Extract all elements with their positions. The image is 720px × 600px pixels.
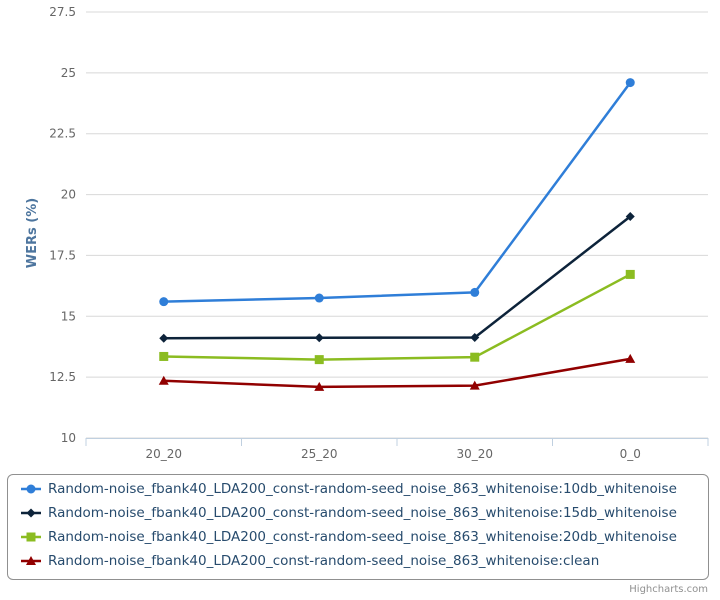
y-tick-label: 17.5	[49, 248, 76, 262]
y-tick-label: 25	[61, 66, 76, 80]
series-2	[159, 211, 635, 343]
legend-item-1[interactable]: Random-noise_fbank40_LDA200_const-random…	[20, 478, 677, 500]
legend-marker[interactable]	[26, 556, 36, 565]
series-line[interactable]	[163, 273, 631, 361]
legend-marker[interactable]	[26, 532, 36, 542]
legend-marker[interactable]	[26, 484, 36, 494]
legend-label: Random-noise_fbank40_LDA200_const-random…	[48, 529, 677, 545]
y-tick-label: 15	[61, 309, 76, 323]
legend-marker[interactable]	[26, 508, 36, 518]
legend-item-2[interactable]: Random-noise_fbank40_LDA200_const-random…	[20, 502, 677, 524]
y-tick-label: 22.5	[49, 127, 76, 141]
data-point-triangle[interactable]	[625, 353, 636, 363]
data-point-triangle[interactable]	[158, 375, 169, 385]
series-line[interactable]	[163, 357, 631, 389]
series-3	[159, 269, 635, 365]
series-4	[158, 353, 636, 391]
x-tick-label: 30_20	[456, 447, 493, 461]
data-point-diamond[interactable]	[314, 333, 324, 343]
y-axis-tick-labels: 10 12.5 15 17.5 20 22.5 25 27.5	[49, 5, 76, 445]
data-point-diamond[interactable]	[470, 332, 480, 342]
x-tick-label: 0_0	[620, 447, 641, 461]
line-chart: 10 12.5 15 17.5 20 22.5 25 27.5 20_20 25_20 30_20…	[25, 5, 709, 461]
y-tick-label: 27.5	[49, 5, 76, 19]
series-line[interactable]	[163, 215, 632, 340]
data-point-circle[interactable]	[314, 293, 324, 303]
y-tick-label: 10	[61, 431, 76, 445]
legend-item-4[interactable]: Random-noise_fbank40_LDA200_const-random…	[20, 550, 599, 572]
legend-symbol-circle-icon	[21, 484, 41, 494]
x-axis-tick-labels: 20_20 25_20 30_20 0_0	[145, 447, 640, 461]
credits-link[interactable]: Highcharts.com	[629, 584, 708, 595]
series-layer	[158, 78, 636, 391]
data-point-triangle[interactable]	[469, 380, 480, 390]
grid-lines	[86, 11, 708, 439]
data-point-circle[interactable]	[470, 287, 480, 297]
data-point-circle[interactable]	[159, 297, 169, 307]
data-point-diamond[interactable]	[159, 333, 169, 343]
data-point-diamond[interactable]	[625, 211, 635, 221]
legend: Random-noise_fbank40_LDA200_const-random…	[7, 474, 709, 580]
legend-symbol-triangle-icon	[21, 556, 41, 565]
legend-symbol-diamond-icon	[21, 508, 41, 518]
data-point-square[interactable]	[625, 269, 635, 279]
series-line[interactable]	[163, 81, 632, 303]
data-point-square[interactable]	[314, 355, 324, 365]
y-tick-label: 12.5	[49, 370, 76, 384]
x-tick-label: 25_20	[301, 447, 338, 461]
y-tick-label: 20	[61, 188, 76, 202]
legend-item-3[interactable]: Random-noise_fbank40_LDA200_const-random…	[20, 526, 677, 548]
x-tick-label: 20_20	[145, 447, 182, 461]
series-1	[159, 78, 635, 307]
data-point-triangle[interactable]	[314, 381, 325, 391]
data-point-square[interactable]	[470, 352, 480, 362]
y-axis-title: WERs (%)	[25, 198, 40, 268]
legend-label: Random-noise_fbank40_LDA200_const-random…	[48, 553, 600, 569]
data-point-circle[interactable]	[625, 78, 635, 88]
x-axis	[85, 438, 709, 446]
legend-label: Random-noise_fbank40_LDA200_const-random…	[48, 505, 677, 521]
legend-symbol-square-icon	[21, 532, 41, 542]
data-point-square[interactable]	[159, 351, 169, 361]
legend-label: Random-noise_fbank40_LDA200_const-random…	[48, 481, 677, 497]
